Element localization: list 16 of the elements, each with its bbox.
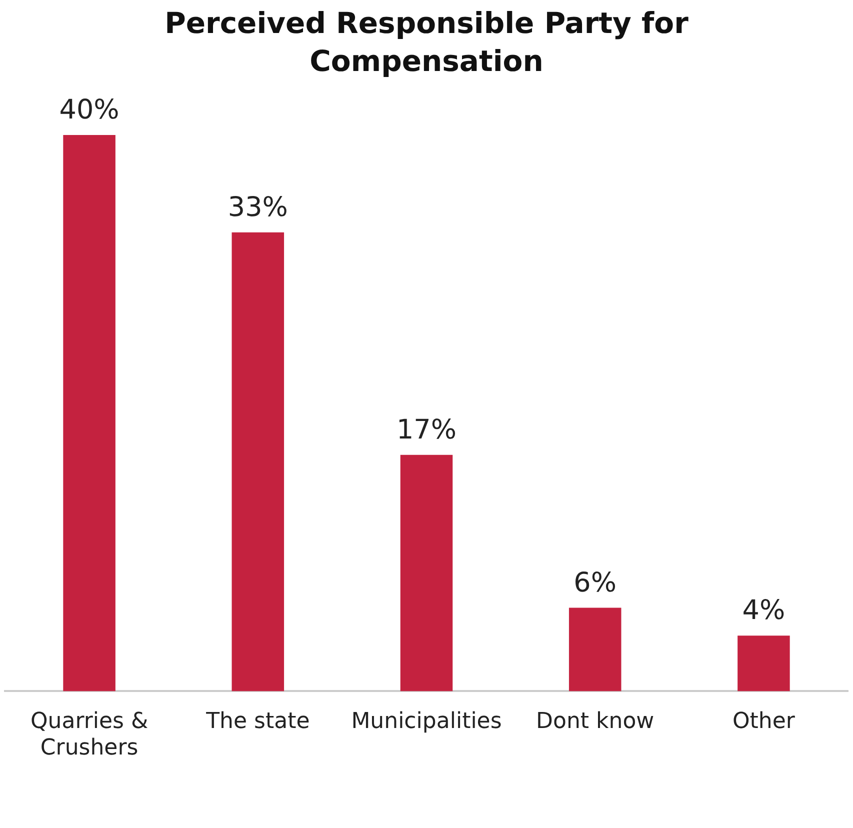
data-label: 6% xyxy=(574,567,617,598)
data-label: 40% xyxy=(59,94,120,126)
bar xyxy=(738,636,790,692)
x-tick-label: Other xyxy=(732,709,796,734)
bar xyxy=(63,135,116,692)
bar xyxy=(568,608,622,692)
data-label: 4% xyxy=(742,595,786,626)
data-label: 33% xyxy=(228,192,288,223)
x-tick-label: Quarries & Crushers xyxy=(30,709,148,761)
chart-title: Perceived Responsible Party for Compensation xyxy=(164,5,690,80)
x-tick-label: The state xyxy=(205,709,310,734)
bar xyxy=(400,454,453,692)
x-tick-label: Dont know xyxy=(536,709,654,734)
bar xyxy=(232,232,284,692)
x-tick-label: Municipalities xyxy=(351,709,502,734)
data-label: 17% xyxy=(396,414,457,446)
